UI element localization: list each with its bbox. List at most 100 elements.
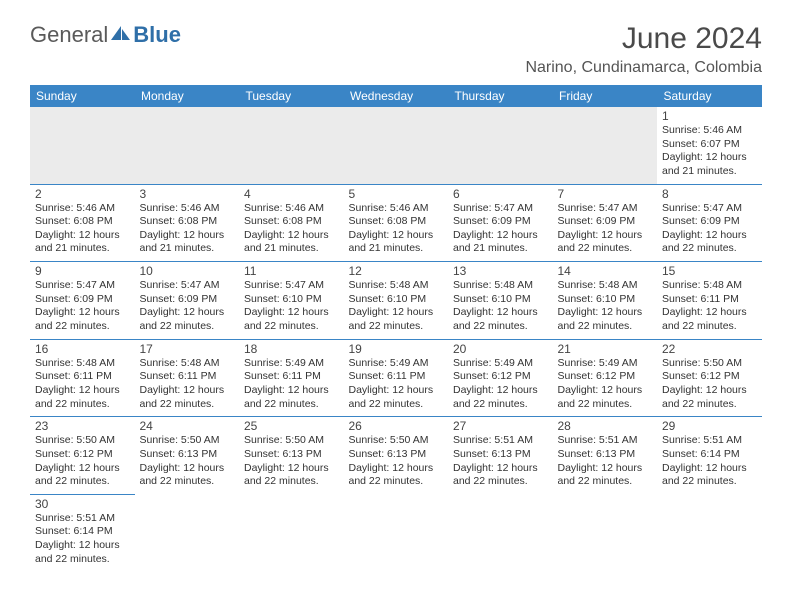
daylight-line-1: Daylight: 12 hours <box>35 539 130 553</box>
calendar-cell <box>239 494 344 571</box>
daylight-line-2: and 22 minutes. <box>35 475 130 489</box>
logo-sail-icon <box>110 22 132 48</box>
day-number: 13 <box>453 264 548 278</box>
daylight-line-2: and 22 minutes. <box>349 320 444 334</box>
daylight-line-2: and 22 minutes. <box>662 242 757 256</box>
calendar-cell: 15Sunrise: 5:48 AMSunset: 6:11 PMDayligh… <box>657 262 762 340</box>
sunrise-line: Sunrise: 5:50 AM <box>140 434 235 448</box>
daylight-line-2: and 22 minutes. <box>35 320 130 334</box>
calendar-row: 1Sunrise: 5:46 AMSunset: 6:07 PMDaylight… <box>30 107 762 184</box>
sunrise-line: Sunrise: 5:47 AM <box>244 279 339 293</box>
daylight-line-1: Daylight: 12 hours <box>140 462 235 476</box>
day-number: 4 <box>244 187 339 201</box>
calendar-cell: 23Sunrise: 5:50 AMSunset: 6:12 PMDayligh… <box>30 417 135 495</box>
daylight-line-1: Daylight: 12 hours <box>35 462 130 476</box>
daylight-line-1: Daylight: 12 hours <box>35 229 130 243</box>
calendar-cell: 22Sunrise: 5:50 AMSunset: 6:12 PMDayligh… <box>657 339 762 417</box>
sunset-line: Sunset: 6:10 PM <box>244 293 339 307</box>
daylight-line-1: Daylight: 12 hours <box>453 462 548 476</box>
sunset-line: Sunset: 6:12 PM <box>35 448 130 462</box>
calendar-cell: 17Sunrise: 5:48 AMSunset: 6:11 PMDayligh… <box>135 339 240 417</box>
sunset-line: Sunset: 6:08 PM <box>244 215 339 229</box>
daylight-line-2: and 22 minutes. <box>662 320 757 334</box>
day-number: 5 <box>349 187 444 201</box>
calendar-row: 30Sunrise: 5:51 AMSunset: 6:14 PMDayligh… <box>30 494 762 571</box>
day-number: 6 <box>453 187 548 201</box>
sunrise-line: Sunrise: 5:47 AM <box>453 202 548 216</box>
day-number: 29 <box>662 419 757 433</box>
daylight-line-1: Daylight: 12 hours <box>453 384 548 398</box>
calendar-cell: 9Sunrise: 5:47 AMSunset: 6:09 PMDaylight… <box>30 262 135 340</box>
calendar-cell: 10Sunrise: 5:47 AMSunset: 6:09 PMDayligh… <box>135 262 240 340</box>
daylight-line-2: and 21 minutes. <box>453 242 548 256</box>
calendar-cell: 18Sunrise: 5:49 AMSunset: 6:11 PMDayligh… <box>239 339 344 417</box>
calendar-cell: 6Sunrise: 5:47 AMSunset: 6:09 PMDaylight… <box>448 184 553 262</box>
day-number: 1 <box>662 109 757 123</box>
calendar-cell: 28Sunrise: 5:51 AMSunset: 6:13 PMDayligh… <box>553 417 658 495</box>
day-header: Wednesday <box>344 85 449 107</box>
day-header: Friday <box>553 85 658 107</box>
sunrise-line: Sunrise: 5:50 AM <box>244 434 339 448</box>
calendar-cell <box>657 494 762 571</box>
day-number: 23 <box>35 419 130 433</box>
sunrise-line: Sunrise: 5:50 AM <box>662 357 757 371</box>
day-header: Monday <box>135 85 240 107</box>
daylight-line-2: and 21 minutes. <box>349 242 444 256</box>
calendar-cell <box>30 107 135 184</box>
sunset-line: Sunset: 6:11 PM <box>662 293 757 307</box>
daylight-line-2: and 22 minutes. <box>35 553 130 567</box>
daylight-line-1: Daylight: 12 hours <box>140 306 235 320</box>
day-number: 21 <box>558 342 653 356</box>
sunrise-line: Sunrise: 5:51 AM <box>453 434 548 448</box>
daylight-line-2: and 22 minutes. <box>558 475 653 489</box>
daylight-line-1: Daylight: 12 hours <box>558 384 653 398</box>
daylight-line-1: Daylight: 12 hours <box>349 384 444 398</box>
sunrise-line: Sunrise: 5:48 AM <box>140 357 235 371</box>
sunrise-line: Sunrise: 5:46 AM <box>140 202 235 216</box>
sunrise-line: Sunrise: 5:49 AM <box>244 357 339 371</box>
header: General Blue June 2024 Narino, Cundinama… <box>30 22 762 77</box>
daylight-line-2: and 22 minutes. <box>244 398 339 412</box>
daylight-line-2: and 22 minutes. <box>140 320 235 334</box>
daylight-line-2: and 22 minutes. <box>140 475 235 489</box>
daylight-line-2: and 22 minutes. <box>453 320 548 334</box>
daylight-line-2: and 22 minutes. <box>558 398 653 412</box>
day-number: 27 <box>453 419 548 433</box>
sunset-line: Sunset: 6:08 PM <box>349 215 444 229</box>
day-header: Saturday <box>657 85 762 107</box>
calendar-cell: 25Sunrise: 5:50 AMSunset: 6:13 PMDayligh… <box>239 417 344 495</box>
sunset-line: Sunset: 6:10 PM <box>349 293 444 307</box>
daylight-line-1: Daylight: 12 hours <box>244 384 339 398</box>
sunset-line: Sunset: 6:13 PM <box>244 448 339 462</box>
daylight-line-2: and 22 minutes. <box>662 475 757 489</box>
calendar-row: 9Sunrise: 5:47 AMSunset: 6:09 PMDaylight… <box>30 262 762 340</box>
sunrise-line: Sunrise: 5:49 AM <box>349 357 444 371</box>
logo-general: General <box>30 22 108 48</box>
sunrise-line: Sunrise: 5:46 AM <box>662 124 757 138</box>
calendar-cell: 20Sunrise: 5:49 AMSunset: 6:12 PMDayligh… <box>448 339 553 417</box>
daylight-line-1: Daylight: 12 hours <box>349 306 444 320</box>
day-number: 17 <box>140 342 235 356</box>
calendar-cell: 13Sunrise: 5:48 AMSunset: 6:10 PMDayligh… <box>448 262 553 340</box>
day-number: 9 <box>35 264 130 278</box>
location-text: Narino, Cundinamarca, Colombia <box>525 59 762 77</box>
calendar-cell <box>448 107 553 184</box>
calendar-cell: 3Sunrise: 5:46 AMSunset: 6:08 PMDaylight… <box>135 184 240 262</box>
sunset-line: Sunset: 6:11 PM <box>35 370 130 384</box>
daylight-line-1: Daylight: 12 hours <box>453 306 548 320</box>
sunrise-line: Sunrise: 5:50 AM <box>35 434 130 448</box>
calendar-cell: 5Sunrise: 5:46 AMSunset: 6:08 PMDaylight… <box>344 184 449 262</box>
day-number: 28 <box>558 419 653 433</box>
calendar-cell <box>344 494 449 571</box>
calendar-cell: 27Sunrise: 5:51 AMSunset: 6:13 PMDayligh… <box>448 417 553 495</box>
sunrise-line: Sunrise: 5:47 AM <box>140 279 235 293</box>
daylight-line-2: and 22 minutes. <box>244 320 339 334</box>
calendar-cell: 4Sunrise: 5:46 AMSunset: 6:08 PMDaylight… <box>239 184 344 262</box>
daylight-line-1: Daylight: 12 hours <box>558 462 653 476</box>
daylight-line-1: Daylight: 12 hours <box>558 306 653 320</box>
calendar-cell: 12Sunrise: 5:48 AMSunset: 6:10 PMDayligh… <box>344 262 449 340</box>
daylight-line-1: Daylight: 12 hours <box>558 229 653 243</box>
sunrise-line: Sunrise: 5:47 AM <box>558 202 653 216</box>
daylight-line-2: and 22 minutes. <box>349 398 444 412</box>
daylight-line-2: and 22 minutes. <box>662 398 757 412</box>
